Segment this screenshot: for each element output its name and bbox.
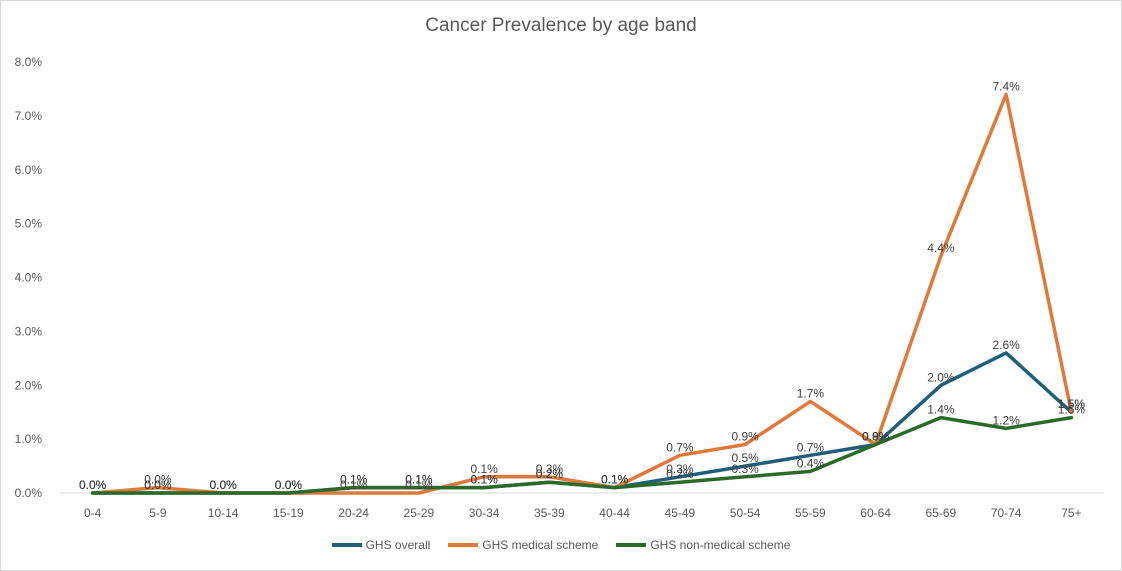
series-line	[90, 415, 1074, 495]
data-label: 0.0%	[79, 478, 107, 492]
data-label: 0.8%	[862, 430, 890, 444]
data-label: 1.4%	[927, 403, 955, 417]
data-label: 0.1%	[340, 473, 368, 487]
data-label: 0.2%	[666, 467, 694, 481]
y-tick-label: 6.0%	[15, 163, 43, 177]
data-label: 0.0%	[209, 478, 237, 492]
x-tick-label: 20-24	[338, 506, 369, 520]
y-tick-label: 8.0%	[15, 55, 43, 69]
x-tick-label: 40-44	[599, 506, 630, 520]
data-label: 0.0%	[79, 478, 107, 492]
data-label: 1.5%	[1058, 397, 1086, 411]
data-label: 0.5%	[731, 451, 759, 465]
data-label: 1.5%	[1058, 403, 1086, 417]
data-label: 0.9%	[731, 430, 759, 444]
data-label: 0.0%	[275, 478, 303, 492]
data-label: 4.4%	[927, 241, 955, 255]
y-tick-label: 0.0%	[15, 486, 43, 500]
x-tick-label: 75+	[1061, 506, 1081, 520]
data-label: 1.2%	[992, 413, 1020, 427]
data-label: 1.7%	[797, 386, 825, 400]
legend-swatch	[331, 543, 362, 547]
legend-label: GHS medical scheme	[482, 538, 599, 552]
data-label: 0.1%	[601, 473, 629, 487]
data-label: 0.0%	[144, 478, 172, 492]
x-tick-label: 55-59	[795, 506, 826, 520]
x-tick-label: 25-29	[404, 506, 435, 520]
data-label: 0.9%	[862, 430, 890, 444]
data-label: 0.1%	[405, 478, 433, 492]
x-tick-label: 15-19	[273, 506, 304, 520]
data-label: 0.0%	[275, 478, 303, 492]
data-label: 7.4%	[992, 79, 1020, 93]
data-label: 0.1%	[405, 473, 433, 487]
x-tick-label: 5-9	[149, 506, 167, 520]
y-tick-label: 1.0%	[15, 432, 43, 446]
y-tick-label: 2.0%	[15, 378, 43, 392]
data-label: 2.6%	[992, 338, 1020, 352]
data-label: 0.1%	[470, 462, 498, 476]
legend-label: GHS overall	[365, 538, 431, 552]
data-label: 0.7%	[666, 440, 694, 454]
x-tick-label: 70-74	[991, 506, 1022, 520]
x-tick-label: 30-34	[469, 506, 500, 520]
x-tick-label: 0-4	[84, 506, 102, 520]
data-label: 0.0%	[144, 478, 172, 492]
x-tick-label: 50-54	[730, 506, 761, 520]
y-tick-label: 3.0%	[15, 324, 43, 338]
data-label: 0.3%	[536, 462, 564, 476]
x-tick-label: 45-49	[665, 506, 696, 520]
data-label: 0.0%	[79, 478, 107, 492]
y-tick-label: 4.0%	[15, 271, 43, 285]
legend-swatch	[448, 543, 479, 547]
data-label: 0.3%	[731, 462, 759, 476]
data-label: 0.1%	[340, 478, 368, 492]
legend-item-ghs-medical-scheme: GHS medical scheme	[448, 538, 598, 552]
data-label: 0.0%	[275, 478, 303, 492]
data-label: 0.4%	[797, 456, 825, 470]
chart-title: Cancer Prevalence by age band	[425, 15, 697, 36]
data-label: 0.9%	[862, 430, 890, 444]
y-tick-label: 5.0%	[15, 217, 43, 231]
data-label: 2.0%	[927, 370, 955, 384]
data-label: 0.7%	[797, 440, 825, 454]
data-label: 0.0%	[209, 478, 237, 492]
data-label: 0.2%	[536, 467, 564, 481]
data-label: 1.5%	[1058, 397, 1086, 411]
legend-item-ghs-overall: GHS overall	[331, 538, 431, 552]
data-label: 0.2%	[536, 467, 564, 481]
data-label: 0.1%	[470, 473, 498, 487]
data-label: 0.1%	[601, 473, 629, 487]
y-tick-label: 7.0%	[15, 109, 43, 123]
x-tick-label: 35-39	[534, 506, 565, 520]
data-label: 0.0%	[144, 473, 172, 487]
data-label: 0.3%	[666, 462, 694, 476]
x-tick-label: 10-14	[208, 506, 239, 520]
data-label: 0.0%	[209, 478, 237, 492]
data-label: 0.1%	[405, 473, 433, 487]
x-tick-label: 60-64	[860, 506, 891, 520]
data-label: 0.1%	[601, 473, 629, 487]
legend-swatch	[616, 543, 647, 547]
legend-label: GHS non-medical scheme	[650, 538, 791, 552]
legend-item-ghs-non-medical-scheme: GHS non-medical scheme	[616, 538, 790, 552]
x-tick-label: 65-69	[926, 506, 957, 520]
data-label: 0.1%	[470, 473, 498, 487]
series-line	[90, 92, 1074, 495]
legend: GHS overall GHS medical scheme GHS non-m…	[1, 538, 1121, 552]
data-label: 0.1%	[340, 473, 368, 487]
